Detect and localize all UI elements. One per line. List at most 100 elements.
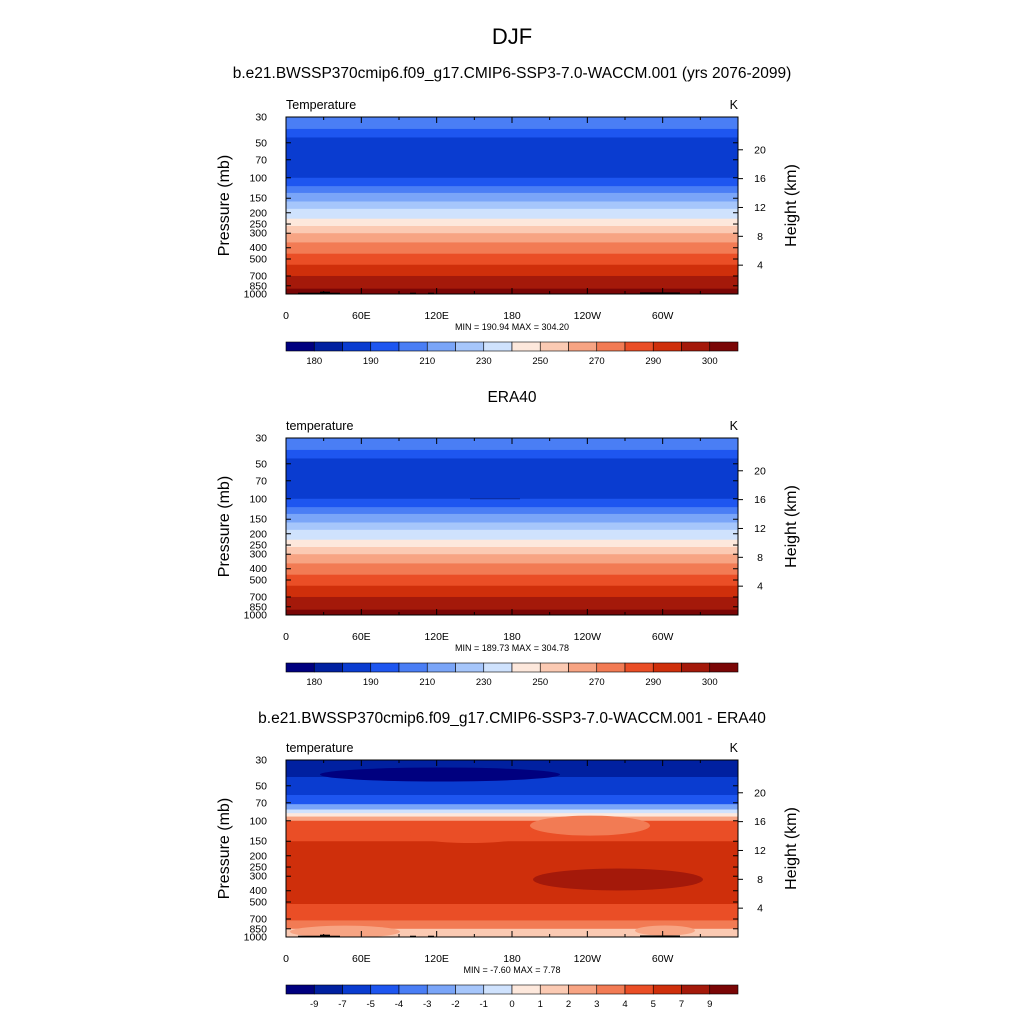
y-right-axis-title: Height (km)	[783, 807, 800, 890]
colorbar-swatch	[652, 662, 682, 673]
colorbar-swatch	[539, 662, 569, 673]
y-tick-label: 850	[249, 923, 267, 935]
colorbar-label: 5	[651, 999, 656, 1010]
colorbar-label: 180	[306, 356, 322, 367]
contour-band	[286, 449, 738, 460]
y-right-tick-label: 12	[754, 523, 766, 535]
contour-band	[286, 563, 738, 576]
y-tick-label: 200	[249, 207, 267, 219]
colorbar-swatch	[370, 341, 400, 352]
contour-band	[286, 547, 738, 555]
colorbar-swatch	[681, 341, 711, 352]
y-right-tick-label: 16	[754, 173, 766, 185]
contour-blob	[635, 925, 695, 936]
contour-band	[286, 529, 738, 541]
colorbar-label: -4	[395, 999, 403, 1010]
contour-band	[286, 242, 738, 255]
y-tick-label: 400	[249, 242, 267, 254]
contour-band	[286, 218, 738, 227]
left-label: temperature	[286, 741, 353, 755]
x-tick-label: 180	[503, 631, 521, 643]
right-label: K	[730, 98, 739, 112]
topography	[298, 935, 340, 937]
x-tick-label: 60E	[352, 631, 371, 643]
colorbar-swatch	[624, 984, 654, 995]
panel-2-title: ERA40	[487, 389, 536, 406]
colorbar-swatch	[398, 984, 428, 995]
colorbar-label: 1	[538, 999, 543, 1010]
x-tick-label: 0	[283, 953, 289, 965]
contour-blob	[320, 767, 560, 782]
colorbar-swatch	[313, 984, 343, 995]
colorbar-swatch	[483, 662, 513, 673]
colorbar-label: 2	[566, 999, 571, 1010]
colorbar-label: 300	[702, 677, 718, 688]
colorbar-label: -2	[451, 999, 459, 1010]
colorbar-swatch	[370, 662, 400, 673]
contour-band	[286, 522, 738, 531]
contour-blob	[533, 868, 703, 891]
colorbar-swatch	[596, 341, 626, 352]
colorbar-label: -9	[310, 999, 318, 1010]
y-right-axis-title: Height (km)	[783, 485, 800, 568]
y-tick-label: 150	[249, 193, 267, 205]
y-right-tick-label: 4	[757, 903, 763, 915]
y-tick-label: 500	[249, 897, 267, 909]
contour-band	[286, 137, 738, 179]
y-tick-label: 70	[255, 154, 267, 166]
x-tick-label: 60E	[352, 310, 371, 322]
y-axis-title: Pressure (mb)	[216, 798, 233, 899]
colorbar-swatch	[568, 341, 598, 352]
y-right-tick-label: 12	[754, 202, 766, 214]
y-tick-label: 1000	[244, 289, 268, 301]
contour-field	[286, 117, 738, 294]
colorbar-swatch	[709, 341, 739, 352]
colorbar-label: 230	[476, 356, 492, 367]
x-tick-label: 120E	[424, 310, 449, 322]
colorbar-label: 190	[363, 356, 379, 367]
y-tick-label: 300	[249, 549, 267, 561]
topography	[320, 934, 330, 937]
colorbar-swatch	[596, 984, 626, 995]
y-tick-label: 100	[249, 815, 267, 827]
contour-band	[286, 813, 738, 818]
x-tick-label: 120E	[424, 631, 449, 643]
contour-blob	[530, 815, 650, 836]
x-tick-label: 60W	[652, 310, 674, 322]
colorbar-swatch	[596, 662, 626, 673]
y-right-tick-label: 8	[757, 874, 763, 886]
colorbar-label: 180	[306, 677, 322, 688]
contour-band	[286, 903, 738, 922]
y-tick-label: 300	[249, 871, 267, 883]
colorbar-swatch	[313, 341, 343, 352]
contour-band	[286, 804, 738, 811]
colorbar-swatch	[342, 662, 372, 673]
colorbar-swatch	[511, 662, 541, 673]
panel-2: temperature K 0 60E 120E 180 120W 60W 30 50 70 100 1…	[216, 419, 800, 688]
y-tick-label: 70	[255, 475, 267, 487]
contour-band	[286, 264, 738, 277]
colorbar-swatch	[455, 662, 485, 673]
y-tick-label: 500	[249, 254, 267, 266]
topography	[298, 292, 340, 294]
colorbar-label: 4	[622, 999, 627, 1010]
contour-band	[286, 794, 738, 805]
contour-band	[286, 233, 738, 244]
topography	[320, 291, 330, 294]
y-right-tick-label: 4	[757, 260, 763, 272]
colorbar-swatch	[539, 341, 569, 352]
left-label: temperature	[286, 419, 353, 433]
x-tick-label: 60E	[352, 953, 371, 965]
topography	[640, 292, 680, 294]
contour-band	[286, 539, 738, 548]
y-tick-label: 200	[249, 528, 267, 540]
contour-field	[286, 760, 738, 937]
y-tick-label: 850	[249, 280, 267, 292]
panel-1: Temperature K 0 60E 120E 180 120W 60W 30 50 70 100 1…	[216, 98, 800, 367]
colorbar-swatch	[624, 341, 654, 352]
colorbar-swatch	[483, 341, 513, 352]
colorbar-label: 9	[707, 999, 712, 1010]
colorbar-swatch	[398, 341, 428, 352]
y-tick-label: 400	[249, 563, 267, 575]
y-tick-label: 1000	[244, 932, 268, 944]
